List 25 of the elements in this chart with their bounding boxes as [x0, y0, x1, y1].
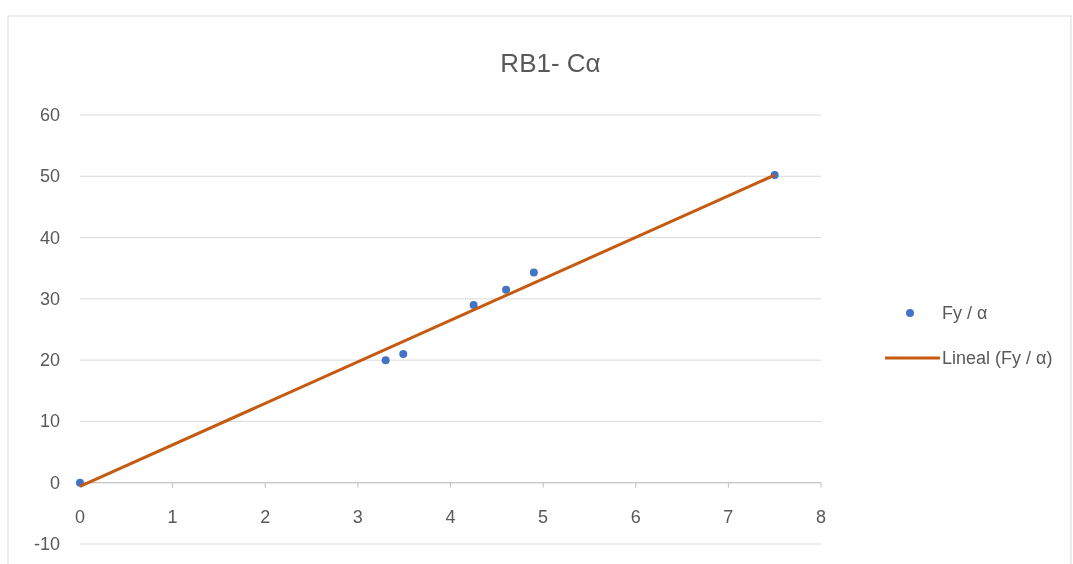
y-tick-label: 30 — [39, 288, 60, 309]
y-tick-label: 50 — [39, 166, 60, 187]
x-tick-label: 5 — [538, 506, 549, 527]
y-tick-label: 60 — [39, 105, 60, 125]
y-tick-label: 40 — [39, 227, 60, 248]
legend-label: Lineal (Fy / α) — [942, 348, 1053, 368]
point — [381, 356, 390, 365]
x-tick-label: 2 — [260, 506, 271, 527]
x-tick-label: 8 — [815, 506, 827, 527]
point — [502, 285, 511, 294]
x-tick-label: 4 — [445, 506, 456, 527]
point — [469, 301, 478, 309]
x-tick-label: 7 — [723, 506, 734, 527]
y-tick-label: 10 — [39, 411, 60, 432]
y-tick-label: 20 — [39, 350, 60, 371]
legend-label: Fy / α — [942, 303, 988, 323]
x-tick-label: 1 — [167, 506, 178, 527]
point — [399, 350, 408, 358]
chart-title: RB1- Cα — [500, 48, 601, 78]
point — [529, 268, 538, 277]
x-tick-label: 6 — [630, 506, 641, 527]
x-tick-label: 0 — [74, 506, 86, 527]
x-tick-label: 3 — [352, 506, 363, 527]
y-tick-label: -10 — [33, 534, 60, 554]
y-tick-label: 0 — [49, 472, 60, 493]
